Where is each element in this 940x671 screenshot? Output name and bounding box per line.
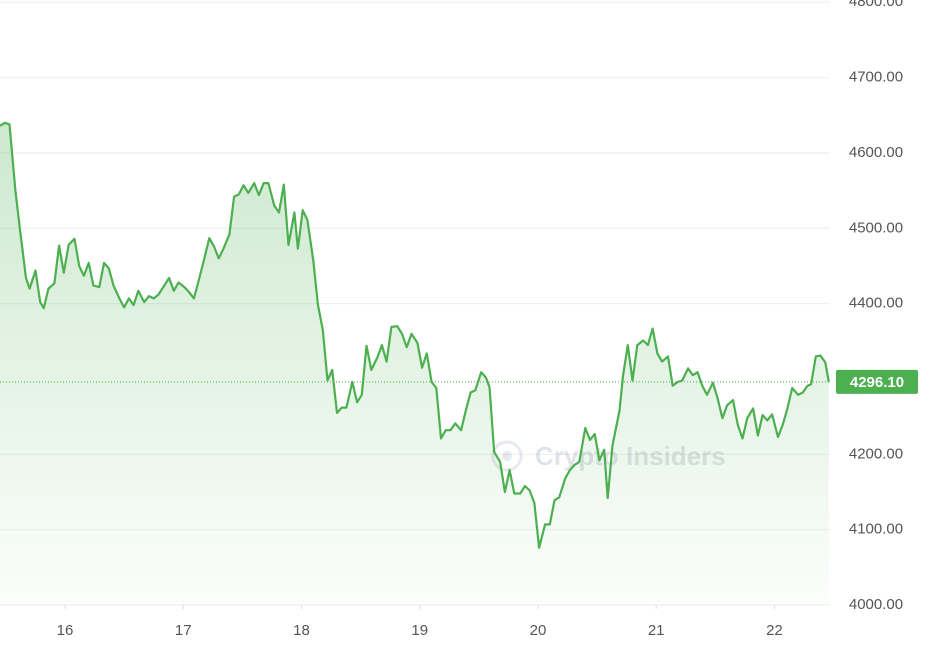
y-tick-label: 4600.00 [849,144,903,161]
price-line [0,121,830,549]
x-tick-label: 17 [175,622,192,639]
x-tick-label: 22 [766,622,783,639]
y-tick-label: 4800.00 [849,0,903,10]
last-price-label: 4296.10 [850,374,904,391]
last-price-tag [836,369,918,394]
x-tick-label: 20 [530,622,547,639]
y-tick-label: 4100.00 [849,521,903,538]
x-tick-label: 16 [57,622,74,639]
area [0,122,829,606]
watermark-logo-dot [502,451,512,461]
y-tick-label: 4000.00 [849,596,903,613]
x-tick-label: 19 [411,622,428,639]
y-tick-label: 4500.00 [849,219,903,236]
y-tick-label: 4400.00 [849,295,903,312]
x-tick-label: 21 [648,622,665,639]
x-tick-label: 18 [293,622,310,639]
y-tick-label: 4200.00 [849,445,903,462]
y-tick-label: 4700.00 [849,69,903,86]
